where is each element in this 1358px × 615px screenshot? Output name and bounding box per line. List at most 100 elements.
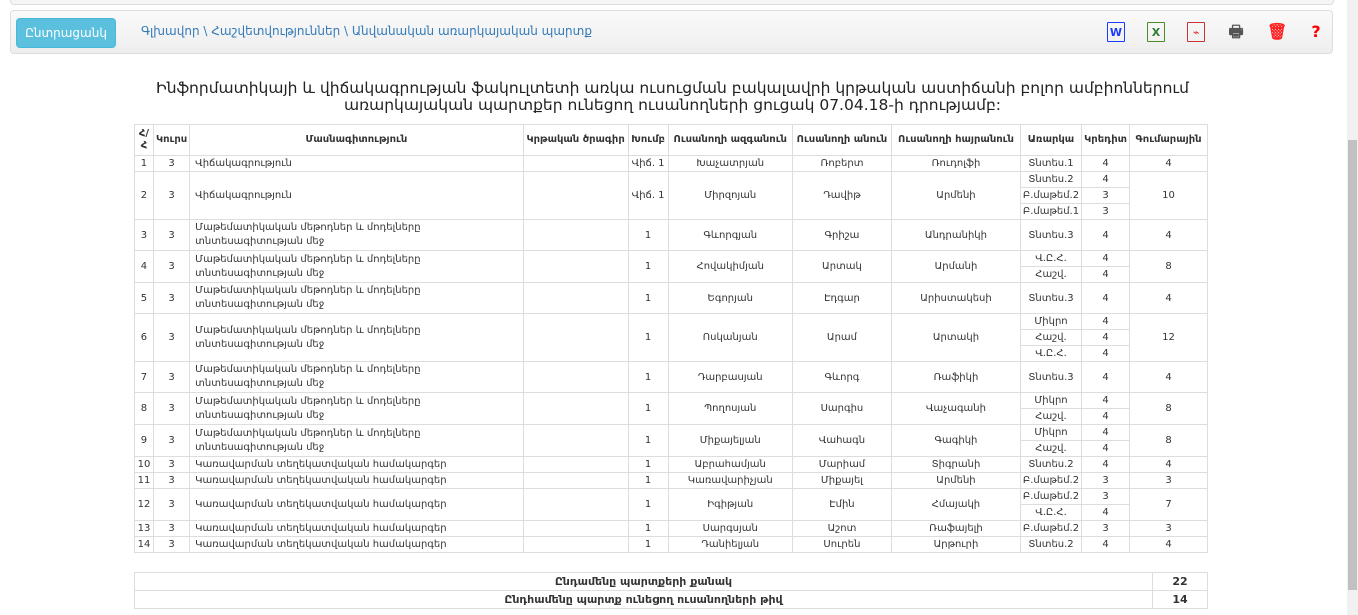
cell-credit: 3	[1081, 520, 1131, 537]
cell-name: Էմին	[791, 488, 893, 521]
help-icon[interactable]: ?	[1311, 22, 1321, 41]
cell-credit: 4	[1081, 361, 1131, 393]
cell-credit: 4	[1081, 219, 1131, 251]
cell-program	[522, 155, 629, 172]
cell-total: 4	[1129, 361, 1208, 393]
print-icon[interactable]: 🖶	[1228, 22, 1244, 41]
cell-group: 1	[627, 472, 669, 489]
cell-group: 1	[627, 392, 669, 425]
table-row: Բ.մաթեմ.1 3	[135, 203, 1208, 220]
cell-course: 3	[152, 155, 191, 172]
cell-subject: Վ.Ը.Հ.	[1019, 250, 1083, 267]
cell-program	[522, 488, 629, 521]
totals-row: Ընդհամենը պարտք ունեցող ուսանողների թիվ 1…	[134, 590, 1208, 609]
cell-subject: Բ.մաթեմ.2	[1019, 520, 1083, 537]
word-export-icon[interactable]: W	[1107, 22, 1125, 42]
cell-credit: 4	[1081, 345, 1131, 362]
cell-total: 4	[1129, 219, 1208, 251]
cell-program	[522, 250, 629, 283]
cell-surname: Միրզոյան	[667, 171, 793, 220]
excel-export-icon[interactable]: X	[1147, 22, 1165, 42]
cell-n: 8	[134, 392, 154, 425]
cell-credit: 3	[1081, 203, 1131, 220]
cell-subject: Միկրո	[1019, 313, 1083, 330]
delete-icon[interactable]: 🗑	[1267, 22, 1288, 41]
cell-program	[522, 219, 629, 251]
table-row: 8 3 Մաթեմատիկական մեթոդներ և մոդելները տնտ…	[134, 392, 1208, 425]
cell-group: 1	[627, 520, 669, 537]
cell-credit: 4	[1081, 440, 1131, 457]
cell-credit: 3	[1081, 187, 1131, 204]
cell-program	[522, 424, 629, 457]
cell-n: 1	[134, 155, 154, 172]
cell-name: Աշոտ	[791, 520, 893, 537]
cell-name: Սարգիս	[791, 392, 893, 425]
scrollbar[interactable]	[1347, 0, 1358, 615]
table-header: Հ/Հ Կուրս Մասնագիտություն Կրթական ծրագիր Խու…	[134, 124, 1208, 156]
cell-spec: Վիճակագրություն	[189, 155, 524, 172]
cell-n: 4	[134, 250, 154, 283]
cell-patronymic: Արմենի	[891, 472, 1021, 489]
cell-surname: Աբրահամյան	[667, 456, 793, 473]
cell-spec: Կառավարման տեղեկատվական համակարգեր	[189, 520, 524, 537]
cell-subject: Հաշվ.	[1019, 266, 1083, 283]
cell-credit: 4	[1081, 408, 1131, 425]
cell-spec: Կառավարման տեղեկատվական համակարգեր	[189, 536, 524, 553]
cell-program	[522, 472, 629, 489]
cell-subject: Հաշվ.	[1019, 440, 1083, 457]
cell-total: 8	[1129, 424, 1208, 457]
cell-credit: 3	[1081, 488, 1131, 505]
breadcrumb[interactable]: Գլխավոր \ Հաշվետվություններ \ Անվանական …	[141, 24, 592, 38]
cell-program	[522, 520, 629, 537]
cell-n: 11	[134, 472, 154, 489]
cell-course: 3	[152, 219, 191, 251]
cell-name: Դավիթ	[791, 171, 893, 220]
cell-surname: Եգորյան	[667, 282, 793, 314]
table-row: 9 3 Մաթեմատիկական մեթոդներ և մոդելները տնտ…	[134, 424, 1208, 457]
cell-program	[522, 536, 629, 553]
cell-name: Մարիամ	[791, 456, 893, 473]
cell-credit: 4	[1081, 266, 1131, 283]
cell-surname: Ոսկանյան	[667, 313, 793, 362]
cell-name: Գևորգ	[791, 361, 893, 393]
cell-patronymic: Հմայակի	[891, 488, 1021, 521]
cell-total: 4	[1129, 282, 1208, 314]
cell-spec: Մաթեմատիկական մեթոդներ և մոդելները տնտես…	[189, 313, 524, 362]
cell-subject: Տնտես.2	[1019, 171, 1083, 188]
menu-button[interactable]: Ընտրացանկ	[16, 18, 116, 48]
report-title: Ինֆորմատիկայի և վիճակագրության ֆակուլտետ…	[156, 79, 1189, 114]
column-header: Խումբ	[627, 124, 669, 156]
cell-subject: Բ.մաթեմ.2	[1019, 187, 1083, 204]
cell-subject: Հաշվ.	[1019, 408, 1083, 425]
table-row: 13 3 Կառավարման տեղեկատվական համակարգեր 1 Սա…	[134, 520, 1208, 537]
table-row: 3 3 Մաթեմատիկական մեթոդներ և մոդելները տնտ…	[134, 219, 1208, 251]
cell-subject: Բ.մաթեմ.2	[1019, 488, 1083, 505]
column-header: Ուսանողի ազգանուն	[667, 124, 793, 156]
table-row: 10 3 Կառավարման տեղեկատվական համակարգեր 1 Աբ…	[134, 456, 1208, 473]
cell-n: 7	[134, 361, 154, 393]
pdf-export-icon[interactable]: ⌁	[1187, 22, 1205, 42]
cell-group: 1	[627, 456, 669, 473]
cell-spec: Կառավարման տեղեկատվական համակարգեր	[189, 488, 524, 521]
cell-group: 1	[627, 250, 669, 283]
cell-credit: 4	[1081, 250, 1131, 267]
cell-surname: Գևորգյան	[667, 219, 793, 251]
scrollbar-thumb[interactable]	[1348, 140, 1357, 590]
cell-name: Էդգար	[791, 282, 893, 314]
cell-n: 9	[134, 424, 154, 457]
cell-patronymic: Ռաֆայելի	[891, 520, 1021, 537]
cell-spec: Մաթեմատիկական մեթոդներ և մոդելները տնտես…	[189, 361, 524, 393]
totals-table: Ընդամենը պարտքերի քանակ 22 Ընդհամենը պարտք…	[134, 572, 1208, 609]
cell-group: Վիճ. 1	[627, 155, 669, 172]
cell-n: 14	[134, 536, 154, 553]
column-header: Գումարային	[1129, 124, 1208, 156]
table-row: 14 3 Կառավարման տեղեկատվական համակարգեր 1 Դա…	[134, 536, 1208, 553]
column-header: Մասնագիտություն	[189, 124, 524, 156]
cell-surname: Հովակիմյան	[667, 250, 793, 283]
table-row: 7 3 Մաթեմատիկական մեթոդներ և մոդելները տնտ…	[134, 361, 1208, 393]
column-header: Ուսանողի հայրանուն	[891, 124, 1021, 156]
cell-total: 3	[1129, 520, 1208, 537]
table-row: Հաշվ. 4	[135, 408, 1208, 425]
cell-credit: 4	[1081, 329, 1131, 346]
cell-group: 1	[627, 488, 669, 521]
